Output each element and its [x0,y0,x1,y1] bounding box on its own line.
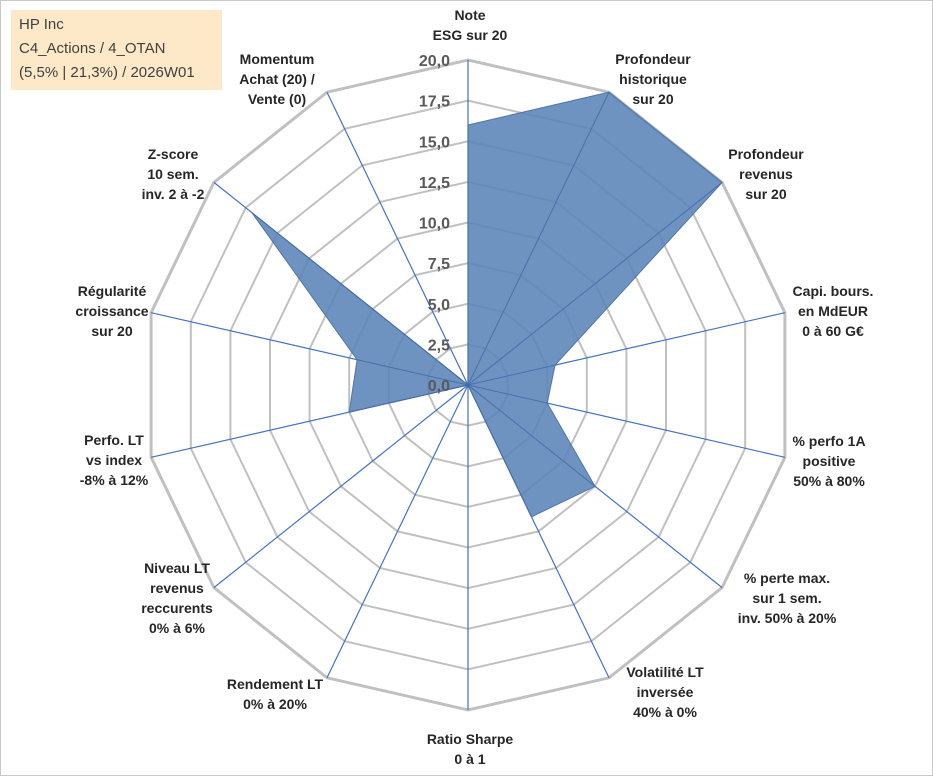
series-spoke-4 [467,384,548,404]
axis-label-line: Régularité [78,283,147,299]
tick-label-6: 15,0 [419,134,450,151]
axis-label-13: Momentum Achat (20) / Vente (0) [239,51,315,107]
axis-label-11: Régularité croissance sur 20 [75,283,148,339]
axis-label-line: sur 20 [632,91,673,107]
tick-label-7: 17,5 [419,94,450,111]
radar-tick-labels: 0,0 2,5 5,0 7,5 10,0 12,5 15,0 17,5 20,0 [419,53,450,395]
axis-label-line: 0% à 6% [149,620,206,636]
series-spoke-2 [467,182,723,386]
series-spoke-12 [251,212,469,386]
axis-label-line: en MdEUR [798,303,868,319]
tick-label-1: 2,5 [428,337,450,354]
axis-label-line: Perfo. LT [84,432,144,448]
tick-label-8: 20,0 [419,53,450,70]
axis-label-line: inv. 2 à -2 [142,186,205,202]
series-spoke-11 [357,359,469,386]
axis-label-line: revenus [150,580,204,596]
axis-label-line: Note [454,7,485,23]
axis-label-line: vs index [86,452,142,468]
axis-label-line: 50% à 80% [793,473,865,489]
axis-label-line: 0 à 60 G€ [802,323,864,339]
axis-label-2: Profondeur revenus sur 20 [728,146,804,202]
axis-label-line: Niveau LT [144,560,210,576]
series-spoke-5 [467,384,596,487]
chart-title-period: (5,5% | 21,3%) / 2026W01 [19,64,195,81]
axis-label-line: Volatilité LT [626,664,704,680]
chart-title-company: HP Inc [19,16,64,33]
axis-label-5: % perte max. sur 1 sem. inv. 50% à 20% [738,570,837,626]
axis-label-line: inversée [637,684,694,700]
axis-label-1: Profondeur historique sur 20 [615,51,691,107]
axis-label-line: historique [619,71,687,87]
axis-label-4: % perfo 1A positive 50% à 80% [792,433,865,489]
axis-label-0: Note ESG sur 20 [433,7,508,43]
axis-label-line: sur 1 sem. [752,590,821,606]
axis-label-3: Capi. bours. en MdEUR 0 à 60 G€ [793,283,874,339]
axis-label-6: Volatilité LT inversée 40% à 0% [626,664,704,720]
tick-label-4: 10,0 [419,216,450,233]
axis-label-line: Profondeur [615,51,691,67]
chart-title-box: HP Inc C4_Actions / 4_OTAN (5,5% | 21,3%… [11,10,222,90]
axis-label-line: Z-score [148,146,199,162]
axis-label-line: Rendement LT [227,676,324,692]
axis-label-line: Vente (0) [248,91,306,107]
tick-label-0: 0,0 [428,378,450,395]
axis-label-9: Niveau LT revenus reccurents 0% à 6% [141,560,213,636]
series-spoke-6 [467,384,532,517]
axis-label-line: ESG sur 20 [433,27,508,43]
radar-axis-labels: Note ESG sur 20 Profondeur historique sur 20… [75,7,873,767]
series-area [251,91,723,518]
axis-label-line: Capi. bours. [793,283,874,299]
axis-label-line: 10 sem. [147,166,198,182]
axis-label-line: croissance [75,303,148,319]
axis-label-line: sur 20 [745,186,786,202]
axis-label-line: inv. 50% à 20% [738,610,837,626]
tick-label-5: 12,5 [419,175,450,192]
axis-label-line: -8% à 12% [80,472,149,488]
axis-label-line: 40% à 0% [633,704,697,720]
tick-label-2: 5,0 [428,297,450,314]
spoke-13 [326,91,469,386]
axis-label-line: 0 à 1 [454,751,485,767]
axis-label-7: Ratio Sharpe 0 à 1 [427,731,514,767]
axis-label-10: Perfo. LT vs index -8% à 12% [80,432,149,488]
axis-label-line: Profondeur [728,146,804,162]
chart-title-category: C4_Actions / 4_OTAN [19,40,166,57]
series-spoke-10 [349,384,469,413]
axis-label-8: Rendement LT 0% à 20% [227,676,324,712]
axis-label-line: Ratio Sharpe [427,731,514,747]
spoke-8 [326,384,469,679]
axis-label-12: Z-score 10 sem. inv. 2 à -2 [142,146,205,202]
tick-label-3: 7,5 [428,256,450,273]
spoke-9 [213,384,469,589]
radar-series [251,91,723,518]
series-spoke-3 [467,364,556,386]
axis-label-line: 0% à 20% [243,696,307,712]
axis-label-line: % perte max. [744,570,830,586]
axis-label-line: Momentum [240,51,315,67]
series-spoke-1 [467,92,610,386]
axis-label-line: reccurents [141,600,213,616]
axis-label-line: % perfo 1A [792,433,865,449]
axis-label-line: sur 20 [91,323,132,339]
axis-label-line: positive [803,453,856,469]
axis-label-line: Achat (20) / [239,71,315,87]
axis-label-line: revenus [739,166,793,182]
